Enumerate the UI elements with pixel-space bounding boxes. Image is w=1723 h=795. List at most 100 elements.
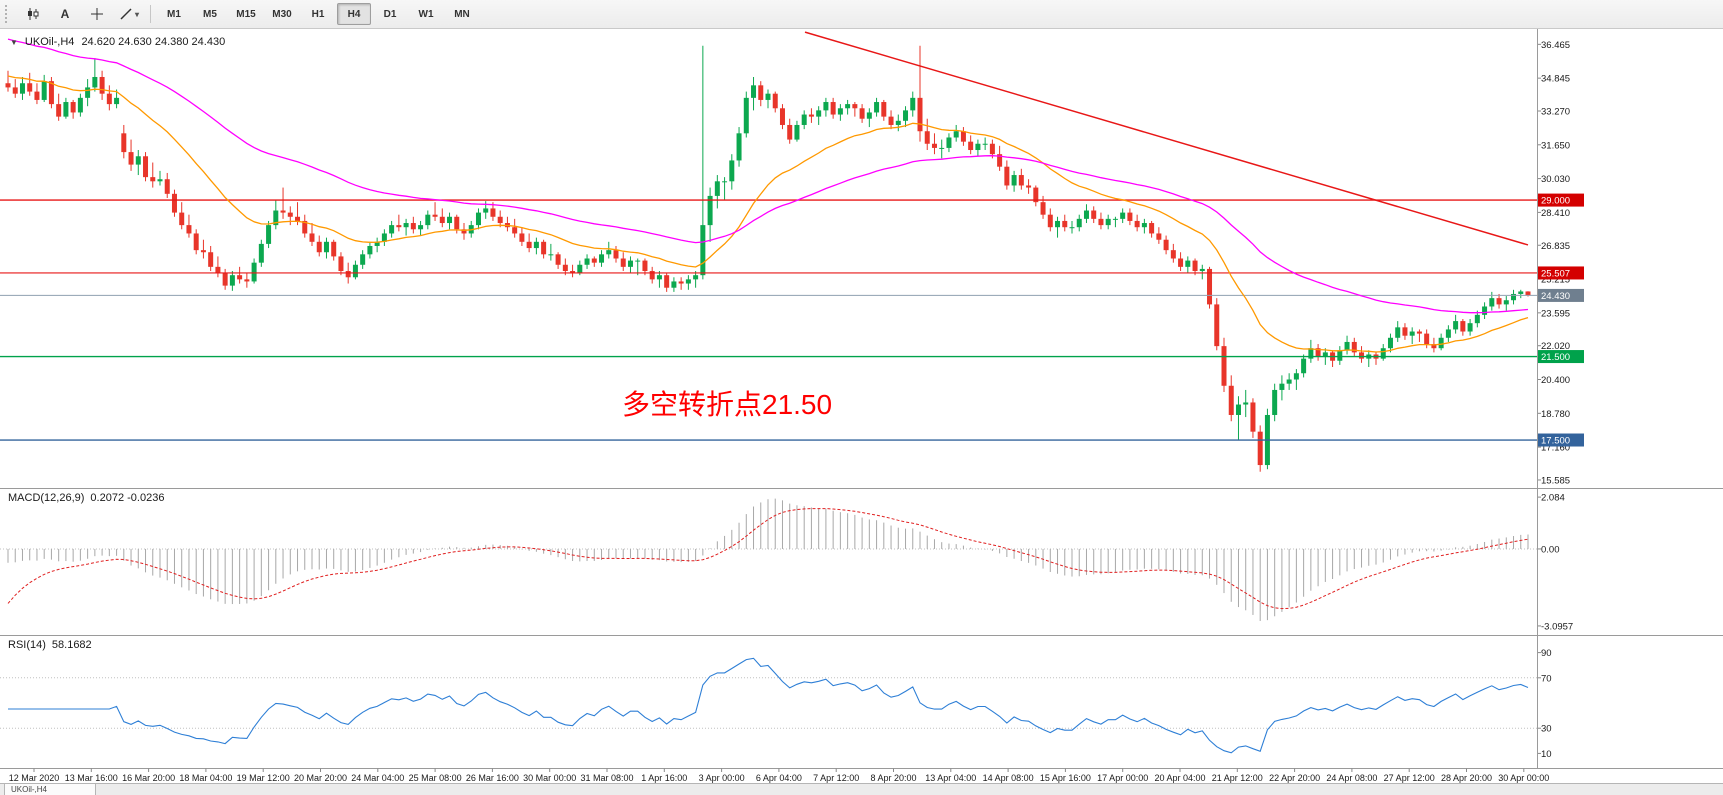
rsi-indicator-value: 58.1682 (51, 639, 92, 651)
time-label: 15 Apr 16:00 (1040, 773, 1091, 783)
time-label: 27 Apr 12:00 (1384, 773, 1435, 783)
time-label: 30 Apr 00:00 (1498, 773, 1549, 783)
price-tick-label: 17.160 (1541, 443, 1570, 454)
chart-tabs-bar: UKOil-,H4 (0, 783, 1723, 795)
macd-panel-label: MACD(12,26,9) 0.2072 -0.0236 (8, 492, 164, 504)
time-label: 28 Apr 20:00 (1441, 773, 1492, 783)
chart-tab[interactable]: UKOil-,H4 (4, 783, 96, 795)
rsi-line (8, 657, 1529, 754)
macd-signal-line (7, 508, 1529, 610)
time-label: 21 Apr 12:00 (1212, 773, 1263, 783)
time-label: 20 Mar 20:00 (294, 773, 347, 783)
timeframe-button-m15[interactable]: M15 (236, 8, 256, 20)
time-label: 22 Apr 20:00 (1269, 773, 1320, 783)
rsi-layer (0, 657, 1537, 754)
rsi-axis-label: 90 (1541, 648, 1552, 659)
time-label: 1 Apr 16:00 (641, 773, 687, 783)
timeframe-button-h4[interactable]: H4 (337, 3, 371, 25)
time-label: 30 Mar 00:00 (523, 773, 576, 783)
rsi-axis: 90 70 30 10 (1537, 648, 1552, 760)
text-annotation-button[interactable]: A (50, 3, 80, 26)
macd-indicator-values: 0.2072 -0.0236 (90, 492, 165, 504)
crosshair-icon (91, 8, 103, 20)
descending-trendline[interactable] (804, 31, 1529, 246)
price-tick-label: 34.845 (1541, 74, 1570, 85)
price-tick-label: 15.585 (1541, 475, 1570, 486)
price-badge-21.500: 21.500 (1541, 352, 1570, 363)
rsi-axis-label: 30 (1541, 724, 1552, 735)
time-label: 3 Apr 00:00 (699, 773, 745, 783)
price-tick-label: 30.030 (1541, 174, 1570, 185)
time-label: 24 Apr 08:00 (1326, 773, 1377, 783)
moving-average-56 (7, 38, 1529, 314)
macd-axis-label: -3.0957 (1541, 621, 1573, 632)
timeframe-button-h1[interactable]: H1 (311, 8, 325, 20)
chart-annotation: 多空转折点21.50 (622, 389, 833, 420)
price-badge-25.507: 25.507 (1541, 268, 1570, 279)
time-label: 18 Mar 04:00 (179, 773, 232, 783)
rsi-panel-label: RSI(14) 58.1682 (8, 639, 92, 651)
candlestick-chart-button[interactable] (18, 3, 48, 26)
time-label: 19 Mar 12:00 (237, 773, 290, 783)
time-label: 13 Mar 16:00 (65, 773, 118, 783)
text-tool-label: A (60, 7, 70, 21)
time-label: 31 Mar 08:00 (580, 773, 633, 783)
price-tick-label: 23.595 (1541, 308, 1570, 319)
time-axis: 12 Mar 2020 13 Mar 16:00 16 Mar 20:00 18 Ma… (9, 768, 1549, 783)
price-tick-label: 25.215 (1541, 275, 1570, 286)
toolbar: A ▾ M1 M5 M15 M30 H1 H4 D1 W1 MN (0, 0, 1723, 29)
timeframe-button-d1[interactable]: D1 (383, 8, 397, 20)
macd-axis-label: 0.00 (1541, 544, 1560, 555)
chevron-down-icon: ▾ (134, 9, 139, 19)
price-badge-24.430: 24.430 (1541, 291, 1570, 302)
panel-frame (0, 29, 1723, 769)
price-tick-label: 18.780 (1541, 409, 1570, 420)
toolbar-separator (150, 5, 151, 23)
symbol-timeframe-label: UKOil-,H4 (24, 36, 75, 48)
rsi-axis-label: 10 (1541, 749, 1552, 760)
price-tick-label: 26.835 (1541, 241, 1570, 252)
timeframe-button-mn[interactable]: MN (454, 8, 470, 20)
draw-tools-button[interactable]: ▾ (114, 3, 144, 26)
time-label: 13 Apr 04:00 (925, 773, 976, 783)
time-label: 8 Apr 20:00 (870, 773, 916, 783)
macd-indicator-name: MACD(12,26,9) (8, 492, 85, 504)
price-tick-label: 36.465 (1541, 40, 1570, 51)
moving-average-21 (7, 75, 1529, 353)
rsi-axis-label: 70 (1541, 673, 1552, 684)
price-badge-29.000: 29.000 (1541, 196, 1570, 207)
chart-canvas[interactable]: 36.465 34.845 33.270 31.650 30.030 28.410 26.8… (0, 29, 1723, 783)
time-label: 12 Mar 2020 (9, 773, 60, 783)
trendline-icon (120, 8, 132, 20)
time-label: 7 Apr 12:00 (813, 773, 859, 783)
macd-axis-label: 2.084 (1541, 493, 1565, 504)
chevron-down-icon[interactable]: ▼ (10, 37, 18, 47)
price-tick-label: 20.400 (1541, 375, 1570, 386)
time-label: 25 Mar 08:00 (409, 773, 462, 783)
candlestick-chart-icon (28, 8, 39, 20)
toolbar-grip[interactable] (5, 5, 12, 23)
time-label: 6 Apr 04:00 (756, 773, 802, 783)
timeframe-button-w1[interactable]: W1 (418, 8, 434, 20)
timeframe-button-m1[interactable]: M1 (167, 8, 181, 20)
time-label: 24 Mar 04:00 (351, 773, 404, 783)
price-tick-label: 33.270 (1541, 106, 1570, 117)
rsi-indicator-name: RSI(14) (8, 639, 46, 651)
time-label: 16 Mar 20:00 (122, 773, 175, 783)
time-label: 20 Apr 04:00 (1154, 773, 1205, 783)
timeframe-button-m5[interactable]: M5 (203, 8, 217, 20)
ohlc-values: 24.620 24.630 24.380 24.430 (81, 36, 226, 48)
main-plot-layer (0, 31, 1537, 472)
crosshair-button[interactable] (82, 3, 112, 26)
price-tick-label: 31.650 (1541, 140, 1570, 151)
price-badge-17.500: 17.500 (1541, 436, 1570, 447)
macd-axis: 2.084 0.00 -3.0957 (1537, 493, 1573, 632)
time-label: 14 Apr 08:00 (983, 773, 1034, 783)
price-axis: 36.465 34.845 33.270 31.650 30.030 28.410 26.8… (1537, 40, 1584, 486)
chart-title: ▼ UKOil-,H4 24.620 24.630 24.380 24.430 (10, 36, 225, 48)
chart-area: 36.465 34.845 33.270 31.650 30.030 28.410 26.8… (0, 29, 1723, 783)
time-label: 26 Mar 16:00 (466, 773, 519, 783)
price-tick-label: 22.020 (1541, 341, 1570, 352)
timeframe-button-m30[interactable]: M30 (272, 8, 292, 20)
time-label: 17 Apr 00:00 (1097, 773, 1148, 783)
